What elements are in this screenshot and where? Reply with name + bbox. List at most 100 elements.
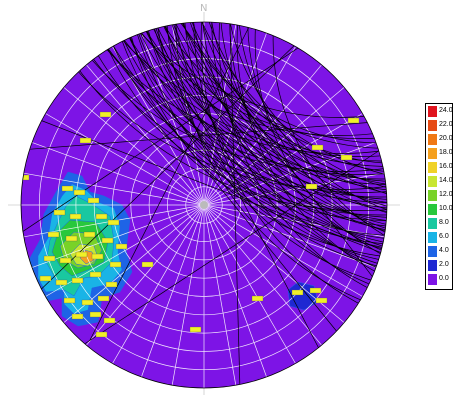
great-circle-trace: [179, 22, 387, 301]
great-circle-trace: [99, 39, 361, 361]
legend-swatch: [428, 106, 437, 118]
legend-tick-label: 24.0: [439, 107, 453, 114]
pole-marker: [81, 299, 94, 306]
legend-tick-label: 20.0: [439, 135, 453, 142]
grid-radial: [203, 64, 322, 206]
pole-marker: [251, 295, 264, 302]
grid-radial: [203, 204, 267, 378]
pole-marker: [95, 213, 108, 220]
pole-marker: [87, 197, 100, 204]
great-circle-trace: [21, 22, 387, 190]
pole-marker: [95, 331, 108, 338]
great-circle-trace: [272, 22, 387, 268]
great-circle-trace: [102, 22, 387, 198]
pole-marker: [101, 237, 114, 244]
pole-marker: [75, 251, 88, 258]
grid-radial: [203, 204, 237, 386]
great-circle-trace: [27, 22, 387, 193]
grid-radial: [171, 204, 205, 386]
legend-tick-label: 4.0: [439, 247, 449, 254]
legend-swatch: [428, 232, 437, 244]
great-circle-trace: [21, 22, 387, 211]
great-circle-trace: [254, 22, 387, 286]
pole-marker: [305, 183, 318, 190]
legend-swatch: [428, 218, 437, 230]
great-circle-trace: [21, 22, 387, 172]
pole-marker: [73, 189, 86, 196]
great-circle-trace: [229, 24, 241, 388]
great-circle-trace: [63, 22, 387, 157]
pole-marker: [55, 279, 68, 286]
legend-tick-label: 18.0: [439, 149, 453, 156]
pole-marker: [89, 311, 102, 318]
pole-labels: [21, 111, 360, 338]
pole-marker: [39, 275, 52, 282]
grid-radial: [141, 204, 205, 378]
grid-radial: [31, 142, 205, 206]
great-circle-trace: [200, 22, 387, 340]
pole-marker: [63, 297, 76, 304]
pole-marker: [103, 317, 116, 324]
legend-tick-label: 6.0: [439, 233, 449, 240]
great-circle-trace: [81, 22, 387, 139]
great-circle-trace: [236, 22, 387, 304]
great-circle-trace: [218, 22, 387, 322]
pole-marker: [115, 243, 128, 250]
pole-marker: [89, 271, 102, 278]
legend-tick-label: 14.0: [439, 177, 453, 184]
great-circle-trace: [89, 24, 251, 341]
legend-swatch: [428, 274, 437, 286]
pole-marker: [65, 235, 78, 242]
primitive-circle: [20, 21, 388, 389]
legend-swatch: [428, 204, 437, 216]
legend-swatch: [428, 120, 437, 132]
pole-marker: [83, 231, 96, 238]
legend-swatch: [428, 246, 437, 258]
great-circle-trace: [44, 22, 387, 136]
great-circle-trace: [120, 22, 387, 180]
pole-marker: [107, 219, 120, 226]
pole-marker: [141, 261, 154, 268]
great-circle-trace: [62, 22, 387, 118]
pole-marker: [105, 281, 118, 288]
pole-marker: [59, 257, 72, 264]
great-circle-trace: [21, 119, 387, 151]
legend-swatch: [428, 162, 437, 174]
grid-radial: [23, 172, 205, 206]
grid-radial: [203, 204, 377, 268]
grid-radial: [203, 204, 322, 346]
pole-marker: [71, 277, 84, 284]
great-circle-trace: [59, 149, 381, 361]
legend-box: 24.0 22.0 20.0 18.0 16.0 14.0 12.0 10.0 8.0 6.0 4.…: [425, 103, 453, 290]
pole-marker: [69, 213, 82, 220]
pole-marker: [47, 231, 60, 238]
legend-swatch: [428, 176, 437, 188]
pole-marker: [71, 313, 84, 320]
grid-radial: [63, 87, 205, 206]
equal-angle-grid: [21, 22, 387, 388]
grid-radial: [203, 204, 363, 297]
great-circle-trace: [29, 39, 301, 301]
pole-marker: [347, 117, 360, 124]
pole-marker: [315, 297, 328, 304]
grid-radial: [31, 204, 205, 268]
pole-marker: [91, 253, 104, 260]
grid-radial: [45, 113, 205, 206]
grid-radial: [203, 204, 296, 364]
great-circle-trace: [26, 22, 387, 154]
pole-marker: [97, 295, 110, 302]
legend-swatch: [428, 190, 437, 202]
pole-marker: [340, 154, 353, 161]
legend-tick-label: 10.0: [439, 205, 453, 212]
great-circle-trace: [39, 119, 387, 261]
legend-tick-label: 2.0: [439, 261, 449, 268]
center-point: [200, 201, 208, 209]
pole-marker: [291, 289, 304, 296]
pole-marker: [311, 144, 324, 151]
grid-radial: [112, 204, 205, 364]
legend-tick-label: 0.0: [439, 275, 449, 282]
pole-marker: [109, 261, 122, 268]
pole-marker: [309, 287, 322, 294]
legend-swatch: [428, 134, 437, 146]
